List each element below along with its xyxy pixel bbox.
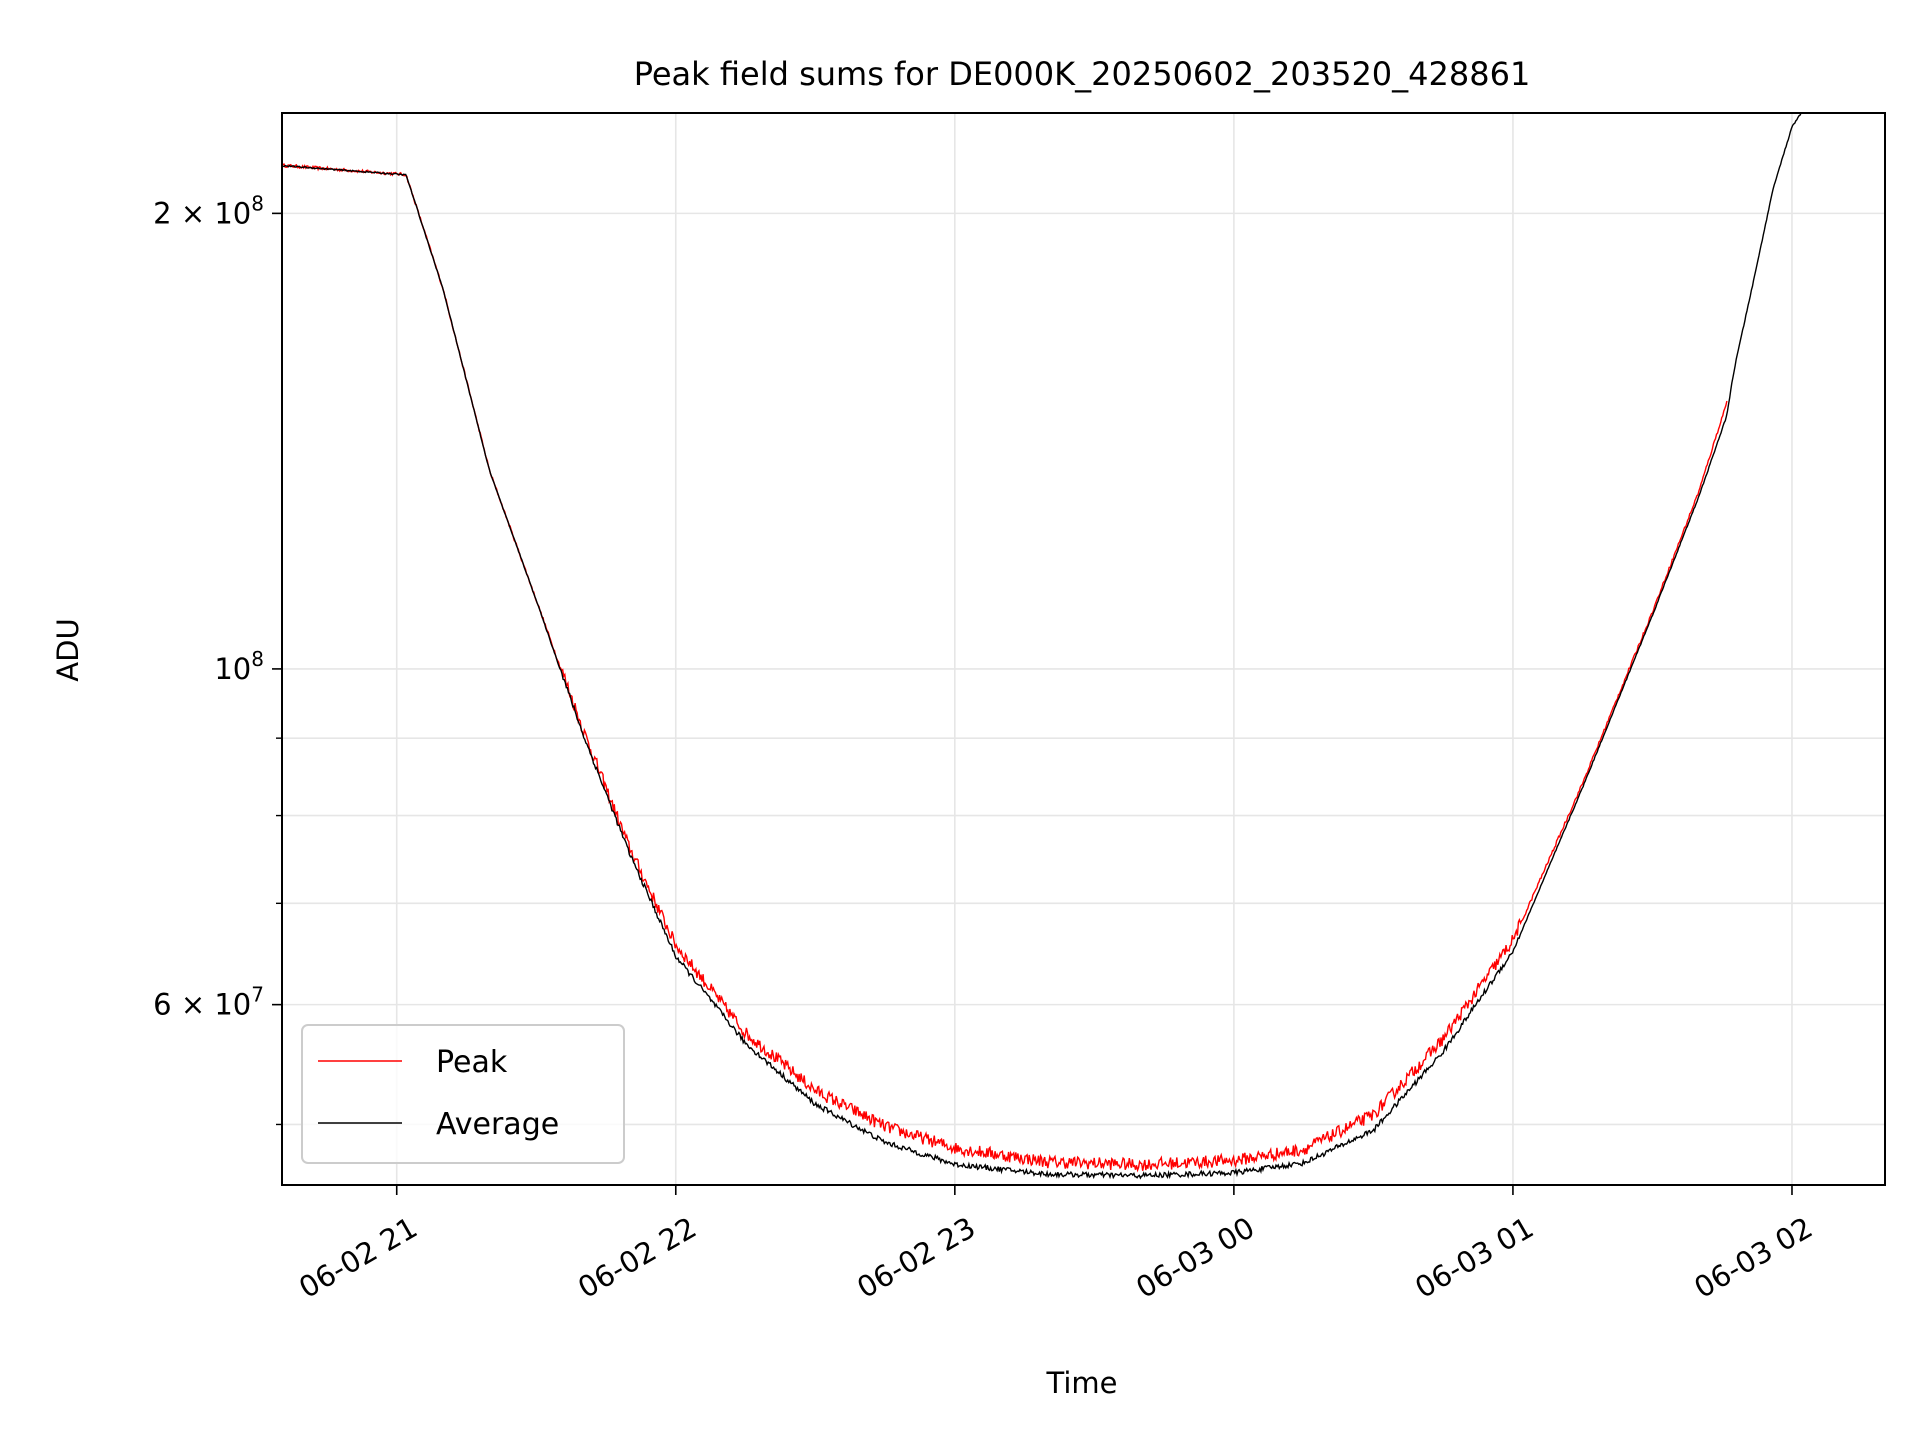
legend-box xyxy=(301,1024,625,1164)
plot-frame xyxy=(281,112,1886,1186)
y-tick-label: 6 × 107 xyxy=(153,983,264,1022)
legend: Peak Average xyxy=(301,1024,625,1164)
series-layer xyxy=(282,113,1802,1180)
legend-label-peak: Peak xyxy=(436,1045,508,1080)
grid-lines xyxy=(282,113,1885,1185)
y-tick-label: 2 × 108 xyxy=(153,191,264,230)
y-tick-label: 108 xyxy=(214,647,264,686)
y-axis-label: ADU xyxy=(51,618,85,681)
chart-title: Peak field sums for DE000K_20250602_2035… xyxy=(634,55,1531,93)
series-line-average xyxy=(282,113,1802,1180)
x-axis-label: Time xyxy=(1046,1366,1118,1400)
legend-label-average: Average xyxy=(436,1107,559,1142)
y-axis: 2 × 108 108 6 × 107 xyxy=(153,191,282,1126)
